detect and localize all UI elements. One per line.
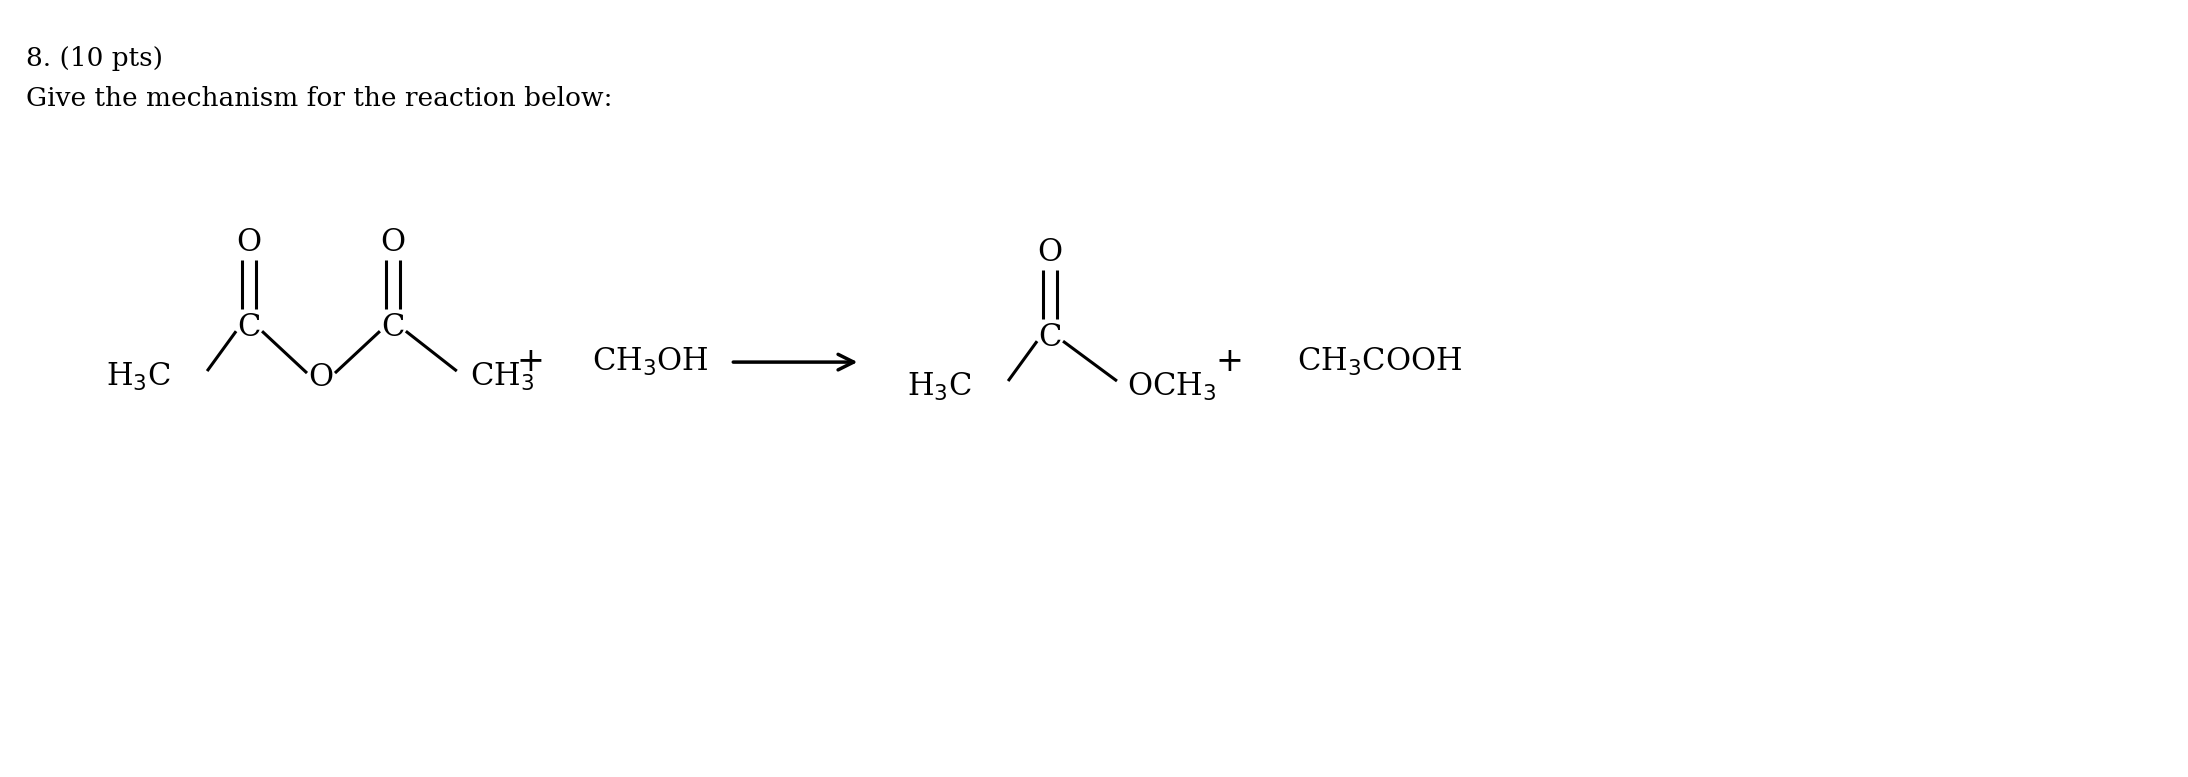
Text: CH$_3$OH: CH$_3$OH — [593, 346, 709, 378]
Text: Give the mechanism for the reaction below:: Give the mechanism for the reaction belo… — [26, 85, 613, 110]
Text: C: C — [1039, 322, 1061, 353]
Text: O: O — [309, 361, 333, 392]
Text: +: + — [516, 346, 545, 378]
Text: CH$_3$: CH$_3$ — [470, 361, 534, 393]
Text: O: O — [1037, 237, 1063, 268]
Text: C: C — [236, 312, 260, 343]
Text: H$_3$C: H$_3$C — [908, 371, 971, 403]
Text: 8. (10 pts): 8. (10 pts) — [26, 46, 164, 71]
Text: OCH$_3$: OCH$_3$ — [1127, 371, 1217, 403]
Text: C: C — [381, 312, 405, 343]
Text: +: + — [1217, 346, 1243, 378]
Text: H$_3$C: H$_3$C — [107, 361, 171, 393]
Text: O: O — [381, 227, 405, 258]
Text: O: O — [236, 227, 263, 258]
Text: CH$_3$COOH: CH$_3$COOH — [1297, 346, 1462, 378]
